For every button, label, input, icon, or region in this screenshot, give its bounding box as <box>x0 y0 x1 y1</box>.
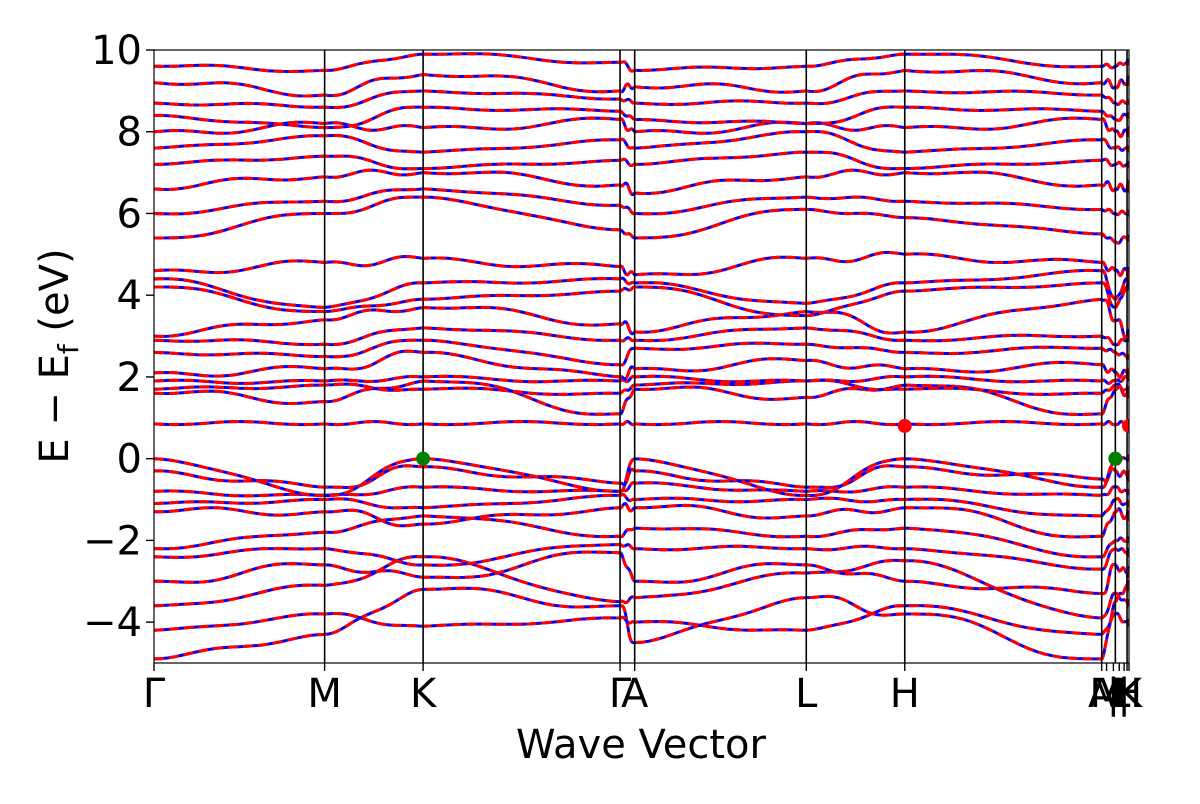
band-line-spin-down <box>154 493 1129 518</box>
band-line-spin-down <box>154 52 1129 74</box>
x-axis-ticks: Γ M K ΓA L H AM|L|HK <box>143 663 1144 717</box>
band-line-spin-down <box>154 481 1129 498</box>
cbm-marker <box>897 418 912 433</box>
y-tick-label: 2 <box>117 355 142 401</box>
x-tick-label: A <box>1088 671 1116 717</box>
band-line-spin-down <box>154 168 1129 196</box>
x-tick-label: A <box>621 671 649 717</box>
x-tick-label: M <box>307 671 342 717</box>
y-tick-label: −4 <box>83 600 142 646</box>
plot-frame <box>153 49 1130 664</box>
y-tick-label: 6 <box>117 191 142 237</box>
x-tick-label: L <box>795 671 818 717</box>
band-line-spin-down <box>154 555 1129 620</box>
x-tick-label: K <box>410 671 438 717</box>
x-tick-label: H <box>1112 671 1142 717</box>
x-tick-label: M <box>1089 671 1124 717</box>
band-line-spin-down <box>154 89 1129 109</box>
y-tick-label: 10 <box>91 28 142 74</box>
y-axis-label-main: E − E <box>32 354 78 464</box>
y-axis-label-unit: (eV) <box>32 248 78 344</box>
band-line-spin-down <box>154 464 1129 490</box>
band-line-spin-down <box>154 150 1129 171</box>
x-tick-label: H <box>890 671 920 717</box>
x-tick-label: L <box>1108 671 1131 717</box>
x-tick-label: K <box>1116 671 1144 717</box>
band-line-spin-down <box>154 105 1129 130</box>
extrema-markers <box>416 418 1129 466</box>
vbm-marker <box>416 451 431 466</box>
band-line-spin-down <box>154 374 1129 385</box>
kpoint-lines <box>323 50 1128 663</box>
band-line-spin-down <box>154 326 1129 347</box>
y-tick-label: 8 <box>117 110 142 156</box>
x-tick-label: | <box>1117 671 1130 717</box>
vbm-marker <box>1108 451 1123 466</box>
x-axis-label: Wave Vector <box>516 722 767 768</box>
y-axis-label-subscript: f <box>52 343 85 354</box>
band-line-spin-down <box>154 578 1129 661</box>
y-tick-label: 4 <box>117 273 142 319</box>
band-line-spin-down <box>154 604 1129 636</box>
y-axis-label: E − Ef (eV) <box>32 248 85 463</box>
y-tick-label: 0 <box>117 437 142 483</box>
x-tick-label: | <box>1107 671 1120 717</box>
x-tick-label: Γ <box>143 671 166 717</box>
y-tick-label: −2 <box>83 518 142 564</box>
x-tick-label: Γ <box>609 671 632 717</box>
band-line-spin-down <box>154 269 1129 310</box>
cbm-marker <box>1122 418 1129 433</box>
y-axis-ticks: −4 −2 0 2 4 6 8 10 <box>83 28 154 646</box>
